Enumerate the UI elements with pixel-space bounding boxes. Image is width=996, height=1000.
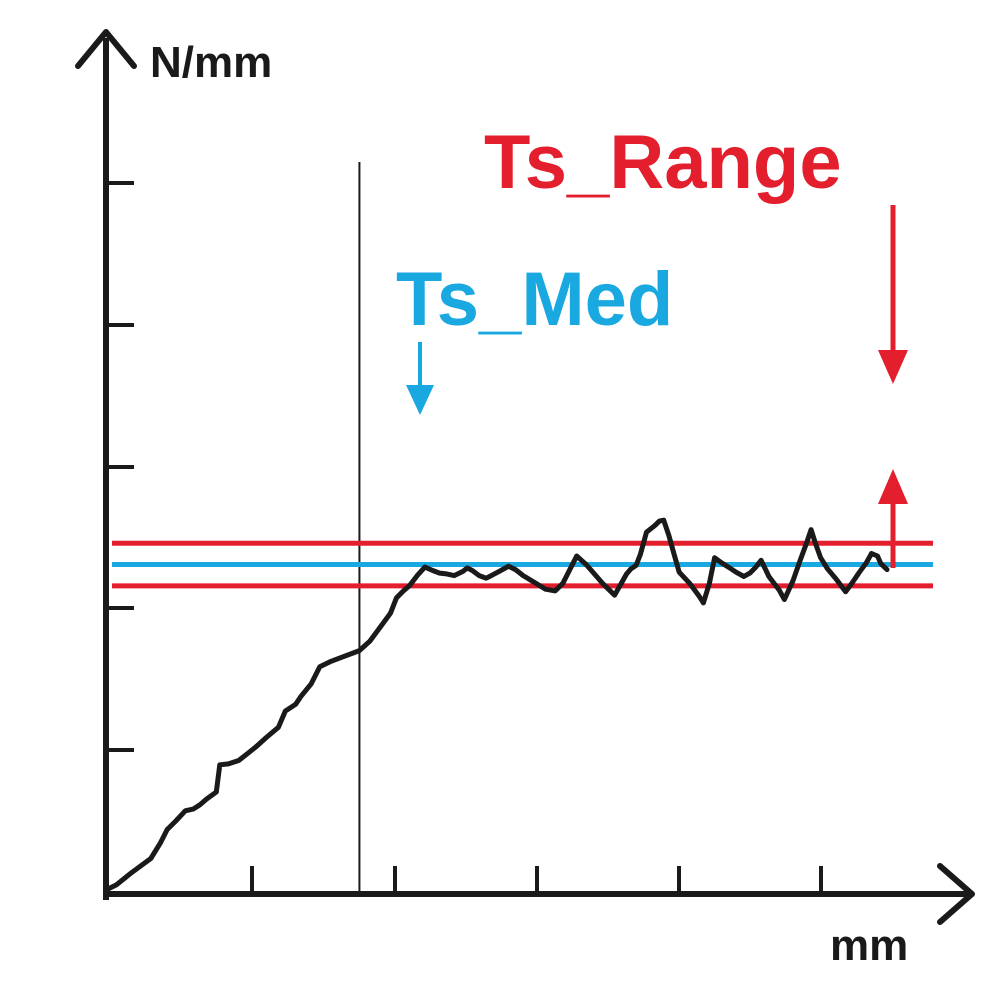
x-axis-arrowhead (937, 863, 975, 925)
x-axis-label: mm (830, 921, 908, 970)
y-axis-arrowhead (75, 29, 137, 69)
range-bottom-arrowhead (878, 469, 908, 504)
series-line (103, 517, 890, 893)
range-top-arrowhead (878, 350, 908, 384)
y-axis-label: N/mm (150, 38, 272, 87)
median-annotation-label: Ts_Med (396, 257, 673, 342)
range-annotation-label: Ts_Range (484, 120, 842, 205)
median-arrowhead (406, 385, 434, 415)
